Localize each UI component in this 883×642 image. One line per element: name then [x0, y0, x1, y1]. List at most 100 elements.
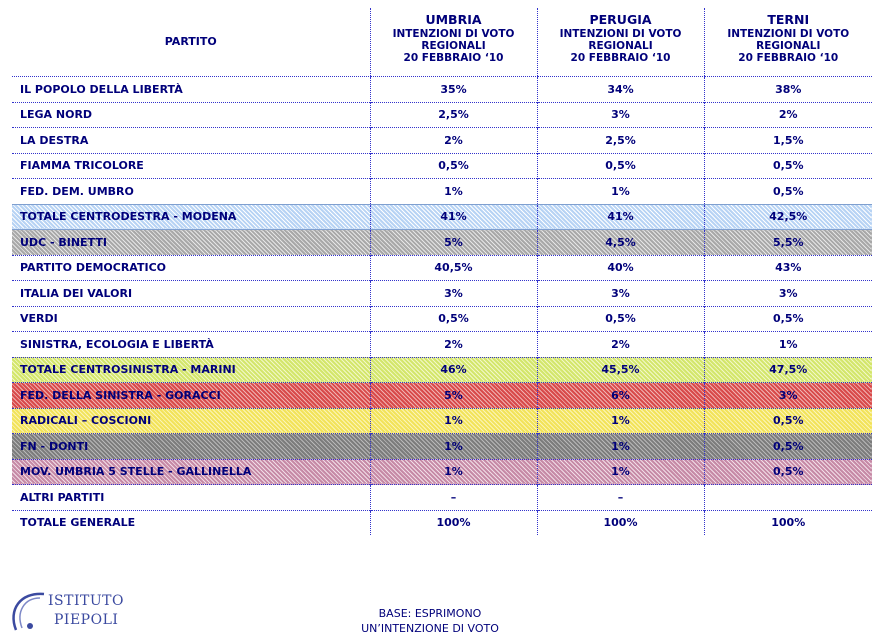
- umbria-value: 1%: [369, 458, 537, 485]
- party-name: SINISTRA, ECOLOGIA E LIBERTÀ: [12, 331, 370, 357]
- header-subtitle: REGIONALI: [756, 40, 821, 52]
- table-header-row: PARTITO UMBRIA INTENZIONI DI VOTO REGION…: [12, 8, 872, 77]
- party-name: TOTALE CENTROSINISTRA - MARINI: [12, 356, 370, 383]
- terni-value: 0,5%: [703, 433, 872, 459]
- terni-value: 100%: [703, 509, 872, 535]
- udc-row: UDC - BINETTI 5% 4,5% 5,5%: [12, 229, 872, 255]
- terni-value: 1%: [703, 331, 872, 357]
- umbria-value: 2,5%: [369, 101, 537, 128]
- perugia-value: 1%: [536, 433, 704, 459]
- party-name: MOV. UMBRIA 5 STELLE - GALLINELLA: [12, 458, 370, 485]
- terni-value: 5,5%: [703, 229, 872, 255]
- radicali-row: RADICALI – COSCIONI 1% 1% 0,5%: [12, 407, 872, 434]
- terni-value: 3%: [703, 382, 872, 408]
- umbria-value: 3%: [369, 280, 537, 306]
- terni-value: 2%: [703, 101, 872, 128]
- table-row: PARTITO DEMOCRATICO 40,5% 40% 43%: [12, 254, 872, 281]
- region-name: PERUGIA: [589, 12, 652, 27]
- umbria-column-header: UMBRIA INTENZIONI DI VOTO REGIONALI 20 F…: [369, 8, 537, 77]
- logo-arc-icon: [12, 592, 45, 631]
- istituto-piepoli-logo: ISTITUTO PIEPOLI: [6, 588, 136, 636]
- party-name: FED. DEM. UMBRO: [12, 178, 370, 204]
- umbria-value: 2%: [369, 331, 537, 357]
- terni-value: 1,5%: [703, 127, 872, 153]
- perugia-value: 0,5%: [536, 305, 704, 332]
- party-name: TOTALE CENTRODESTRA - MODENA: [12, 203, 370, 230]
- perugia-value: 40%: [536, 254, 704, 281]
- party-name: FN - DONTI: [12, 433, 370, 459]
- region-name: UMBRIA: [425, 12, 482, 27]
- perugia-value: 1%: [536, 458, 704, 485]
- party-name: RADICALI – COSCIONI: [12, 407, 370, 434]
- header-subtitle: INTENZIONI DI VOTO: [392, 28, 515, 40]
- party-name: TOTALE GENERALE: [12, 509, 370, 535]
- total-centrosinistra-row: TOTALE CENTROSINISTRA - MARINI 46% 45,5%…: [12, 356, 872, 383]
- party-name: ALTRI PARTITI: [12, 484, 370, 510]
- fn-row: FN - DONTI 1% 1% 0,5%: [12, 433, 872, 459]
- umbria-value: 2%: [369, 127, 537, 153]
- party-column-header: PARTITO: [12, 8, 370, 77]
- umbria-value: 100%: [369, 509, 537, 535]
- base-note-line2: UN’INTENZIONE DI VOTO: [361, 622, 499, 635]
- header-date: 20 FEBBRAIO ‘10: [403, 52, 504, 64]
- header-subtitle: INTENZIONI DI VOTO: [559, 28, 682, 40]
- header-date: 20 FEBBRAIO ‘10: [738, 52, 839, 64]
- table-row: FED. DEM. UMBRO 1% 1% 0,5%: [12, 178, 872, 204]
- terni-value: 47,5%: [703, 356, 872, 383]
- party-name: LEGA NORD: [12, 101, 370, 128]
- umbria-value: –: [369, 484, 537, 510]
- umbria-value: 0,5%: [369, 305, 537, 332]
- terni-value: 0,5%: [703, 407, 872, 434]
- perugia-value: 1%: [536, 178, 704, 204]
- header-date: 20 FEBBRAIO ‘10: [570, 52, 671, 64]
- perugia-value: 2%: [536, 331, 704, 357]
- results-table: PARTITO UMBRIA INTENZIONI DI VOTO REGION…: [12, 8, 872, 535]
- terni-value: [703, 484, 872, 510]
- total-centrodestra-row: TOTALE CENTRODESTRA - MODENA 41% 41% 42,…: [12, 203, 872, 230]
- party-name: ITALIA DEI VALORI: [12, 280, 370, 306]
- table-row: LA DESTRA 2% 2,5% 1,5%: [12, 127, 872, 153]
- perugia-value: 0,5%: [536, 152, 704, 179]
- umbria-value: 5%: [369, 229, 537, 255]
- total-row: TOTALE GENERALE 100% 100% 100%: [12, 509, 872, 535]
- terni-value: 3%: [703, 280, 872, 306]
- m5s-row: MOV. UMBRIA 5 STELLE - GALLINELLA 1% 1% …: [12, 458, 872, 485]
- terni-value: 38%: [703, 76, 872, 102]
- terni-value: 0,5%: [703, 458, 872, 485]
- table-row: LEGA NORD 2,5% 3% 2%: [12, 101, 872, 128]
- header-subtitle: INTENZIONI DI VOTO: [727, 28, 850, 40]
- perugia-value: 3%: [536, 101, 704, 128]
- party-name: FED. DELLA SINISTRA - GORACCI: [12, 382, 370, 408]
- umbria-value: 1%: [369, 178, 537, 204]
- party-name: IL POPOLO DELLA LIBERTÀ: [12, 76, 370, 102]
- perugia-value: 3%: [536, 280, 704, 306]
- base-note-line1: BASE: ESPRIMONO: [378, 607, 482, 620]
- perugia-value: 1%: [536, 407, 704, 434]
- umbria-value: 5%: [369, 382, 537, 408]
- logo-text-line1: ISTITUTO: [48, 593, 124, 609]
- umbria-value: 35%: [369, 76, 537, 102]
- umbria-value: 1%: [369, 407, 537, 434]
- terni-value: 0,5%: [703, 305, 872, 332]
- umbria-value: 1%: [369, 433, 537, 459]
- results-table-container: PARTITO UMBRIA INTENZIONI DI VOTO REGION…: [12, 8, 872, 535]
- perugia-value: 4,5%: [536, 229, 704, 255]
- base-note: BASE: ESPRIMONO UN’INTENZIONE DI VOTO: [300, 606, 560, 636]
- terni-value: 42,5%: [703, 203, 872, 230]
- perugia-column-header: PERUGIA INTENZIONI DI VOTO REGIONALI 20 …: [536, 8, 704, 77]
- perugia-value: 45,5%: [536, 356, 704, 383]
- umbria-value: 0,5%: [369, 152, 537, 179]
- table-row: SINISTRA, ECOLOGIA E LIBERTÀ 2% 2% 1%: [12, 331, 872, 357]
- terni-value: 0,5%: [703, 152, 872, 179]
- perugia-value: 100%: [536, 509, 704, 535]
- region-name: TERNI: [767, 12, 810, 27]
- logo-text-line2: PIEPOLI: [54, 612, 119, 628]
- perugia-value: –: [536, 484, 704, 510]
- terni-value: 0,5%: [703, 178, 872, 204]
- perugia-value: 2,5%: [536, 127, 704, 153]
- umbria-value: 41%: [369, 203, 537, 230]
- party-name: UDC - BINETTI: [12, 229, 370, 255]
- table-row: VERDI 0,5% 0,5% 0,5%: [12, 305, 872, 332]
- perugia-value: 41%: [536, 203, 704, 230]
- perugia-value: 6%: [536, 382, 704, 408]
